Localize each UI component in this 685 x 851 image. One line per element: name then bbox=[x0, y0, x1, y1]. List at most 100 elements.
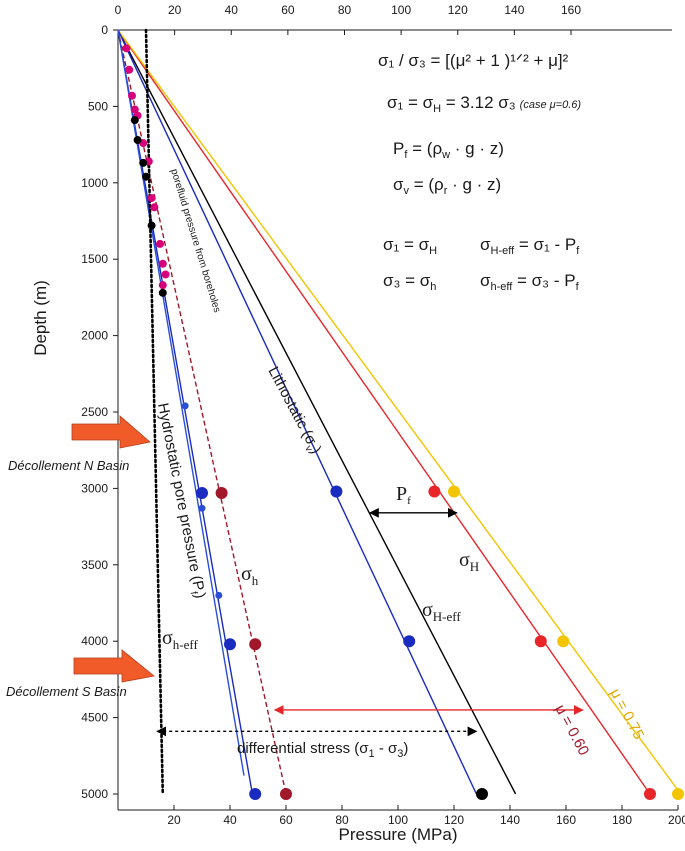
top-tick-label: 0 bbox=[115, 3, 122, 17]
y-ticks: 0 500 1000 1500 2000 2500 3000 3500 4000 4500 5000 bbox=[81, 23, 118, 801]
top-tick-label: 60 bbox=[281, 3, 295, 17]
decollement-n-arrow-shape bbox=[71, 415, 151, 449]
differential-stress-label: differential stress (σ1 - σ3) bbox=[237, 740, 408, 760]
series-2-line bbox=[117, 29, 682, 795]
series-4-line bbox=[117, 29, 287, 795]
equation-ratio: σ₁ / σ₃ = [(μ² + 1 )¹ᐟ² + μ]² bbox=[378, 51, 569, 70]
equation-sigma1-H: σ₁ = σH bbox=[383, 235, 437, 257]
series-6-point bbox=[181, 402, 189, 410]
top-tick-label: 100 bbox=[391, 3, 411, 17]
series-7-point bbox=[125, 65, 134, 74]
series-7-point bbox=[156, 239, 164, 248]
y-tick-label: 500 bbox=[88, 99, 108, 113]
series-4-point bbox=[215, 486, 228, 499]
decollement-n-label: Décollement N Basin bbox=[8, 458, 129, 473]
y-tick-label: 3500 bbox=[81, 558, 108, 572]
equation-pf: Pf = (ρw · g · z) bbox=[393, 139, 504, 161]
bottom-tick-label: 100 bbox=[388, 813, 408, 827]
top-ticks: 0 20 40 60 80 100 120 140 160 bbox=[115, 3, 581, 35]
series-8-point bbox=[142, 172, 150, 181]
decollement-n-arrow bbox=[71, 415, 151, 449]
series-7-point bbox=[147, 194, 156, 203]
series-7-point bbox=[150, 203, 159, 212]
series-8-point bbox=[139, 158, 148, 167]
mu-060-label: μ = 0.60 bbox=[551, 702, 592, 758]
decollement-s-label: Décollement S Basin bbox=[6, 684, 127, 699]
bottom-tick-label: 120 bbox=[444, 813, 464, 827]
series-2-point bbox=[672, 788, 684, 800]
series-7-point bbox=[130, 105, 139, 114]
series-8-point bbox=[133, 136, 142, 145]
top-tick-label: 80 bbox=[338, 3, 352, 17]
y-tick-label: 1500 bbox=[81, 252, 108, 266]
series-8-point bbox=[158, 288, 167, 297]
series-arrows bbox=[156, 507, 584, 737]
series-6-line bbox=[117, 29, 245, 776]
lithostatic-label: Lithostatic (σv) bbox=[262, 364, 325, 458]
top-tick-label: 20 bbox=[168, 3, 182, 17]
series-4-point bbox=[280, 788, 292, 800]
equation-sigmaH-eff: σH-eff = σ₁ - Pf bbox=[480, 235, 580, 257]
series-3-point bbox=[403, 635, 416, 648]
series-1-point bbox=[534, 635, 547, 648]
series-2-point bbox=[448, 485, 460, 498]
sigma-h-label: σh bbox=[241, 563, 259, 588]
series-8-point bbox=[147, 221, 156, 230]
series-5-line bbox=[117, 29, 254, 795]
series-6-point bbox=[215, 591, 223, 599]
top-tick-label: 140 bbox=[504, 3, 524, 17]
bottom-tick-label: 160 bbox=[556, 813, 576, 827]
series-2-point bbox=[557, 635, 570, 648]
x-axis-label: Pressure (MPa) bbox=[338, 825, 457, 844]
equation-sigma1: σ₁ = σH = 3.12 σ₃ (case μ=0.6) bbox=[387, 93, 581, 115]
equation-sigmah-eff: σh-eff = σ₃ - Pf bbox=[480, 271, 580, 293]
top-tick-label: 40 bbox=[225, 3, 239, 17]
series-1-line bbox=[117, 29, 651, 795]
series-7-point bbox=[158, 259, 167, 268]
mu-075-label: μ = 0.75 bbox=[606, 686, 647, 742]
equation-sigma3-h: σ₃ = σh bbox=[383, 271, 436, 293]
bottom-tick-label: 180 bbox=[612, 813, 632, 827]
series-9-line bbox=[144, 28, 165, 796]
series-0-line bbox=[117, 29, 517, 795]
y-tick-label: 1000 bbox=[81, 176, 108, 190]
bottom-ticks: 20 40 60 80 100 120 140 160 180 200 bbox=[167, 805, 685, 827]
pf-label: Pf bbox=[396, 483, 411, 507]
top-tick-label: 160 bbox=[561, 3, 581, 17]
series-7-point bbox=[128, 91, 136, 100]
y-tick-label: 0 bbox=[101, 23, 108, 37]
y-tick-label: 5000 bbox=[81, 787, 108, 801]
axes: 0 20 40 60 80 100 120 140 160 20 40 60 80 100 120 140 1… bbox=[81, 3, 685, 827]
series-0-point bbox=[476, 788, 488, 800]
series-4-point bbox=[249, 638, 262, 651]
bottom-tick-label: 80 bbox=[335, 813, 349, 827]
sigma-h-eff-label: σh-eff bbox=[162, 627, 198, 652]
y-tick-label: 3000 bbox=[81, 481, 108, 495]
y-tick-label: 2500 bbox=[81, 405, 108, 419]
series-7-point bbox=[161, 270, 170, 279]
bottom-tick-label: 200 bbox=[668, 813, 685, 827]
series-7-point bbox=[158, 281, 167, 290]
series-3-point bbox=[330, 485, 343, 498]
bottom-tick-label: 20 bbox=[167, 813, 181, 827]
decollement-s-arrow-shape bbox=[73, 649, 155, 683]
series-5-point bbox=[196, 486, 208, 499]
y-axis-label: Depth (m) bbox=[31, 280, 50, 356]
bottom-tick-label: 140 bbox=[500, 813, 520, 827]
series-5-point bbox=[224, 638, 236, 651]
hydrostatic-label: Hydrostatic pore pressure (Pf) bbox=[151, 402, 209, 601]
series-lines bbox=[117, 28, 682, 796]
bottom-tick-label: 40 bbox=[223, 813, 237, 827]
top-tick-label: 120 bbox=[448, 3, 468, 17]
bottom-tick-label: 60 bbox=[279, 813, 293, 827]
series-8-point bbox=[130, 116, 139, 125]
equations-block: σ₁ / σ₃ = [(μ² + 1 )¹ᐟ² + μ]² σ₁ = σH = … bbox=[378, 51, 581, 293]
series-3-line bbox=[117, 29, 478, 795]
series-5-point bbox=[249, 788, 262, 800]
series-7-point bbox=[122, 44, 131, 53]
sigma-H-eff-label: σH-eff bbox=[422, 599, 461, 624]
decollement-s-arrow bbox=[73, 649, 155, 683]
sigma-H-label: σH bbox=[459, 549, 479, 574]
series-1-point bbox=[428, 485, 441, 498]
